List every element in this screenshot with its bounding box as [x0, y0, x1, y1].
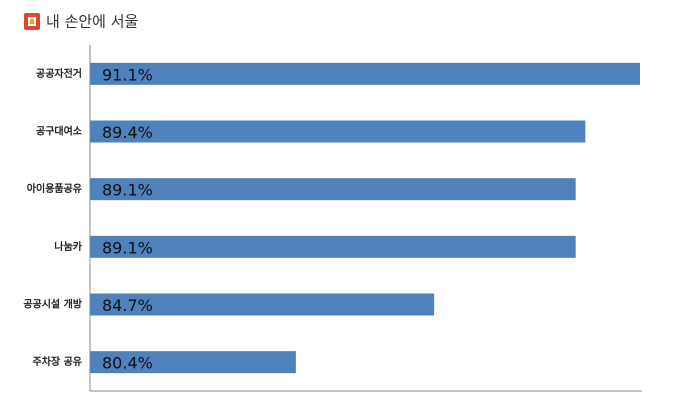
category-label: 주차장 공유 — [33, 355, 82, 368]
category-label: 공구대여소 — [36, 125, 82, 138]
bar — [90, 120, 586, 143]
bar — [90, 351, 296, 374]
category-label: 나눔카 — [54, 240, 82, 253]
value-label: 84.7% — [102, 296, 153, 315]
bar — [90, 235, 576, 258]
bar — [90, 62, 640, 85]
category-label: 아이용품공유 — [27, 182, 82, 195]
value-label: 89.1% — [102, 238, 153, 257]
value-label: 91.1% — [102, 65, 153, 84]
category-label: 공공자전거 — [36, 67, 82, 80]
logo — [24, 13, 40, 30]
category-label: 공공시설 개방 — [23, 298, 82, 311]
value-label: 80.4% — [102, 354, 153, 373]
bar — [90, 293, 435, 316]
brand-title: 내 손안에 서울 — [46, 13, 138, 31]
value-label: 89.4% — [102, 123, 153, 142]
bar — [90, 178, 576, 201]
value-label: 89.1% — [102, 181, 153, 200]
